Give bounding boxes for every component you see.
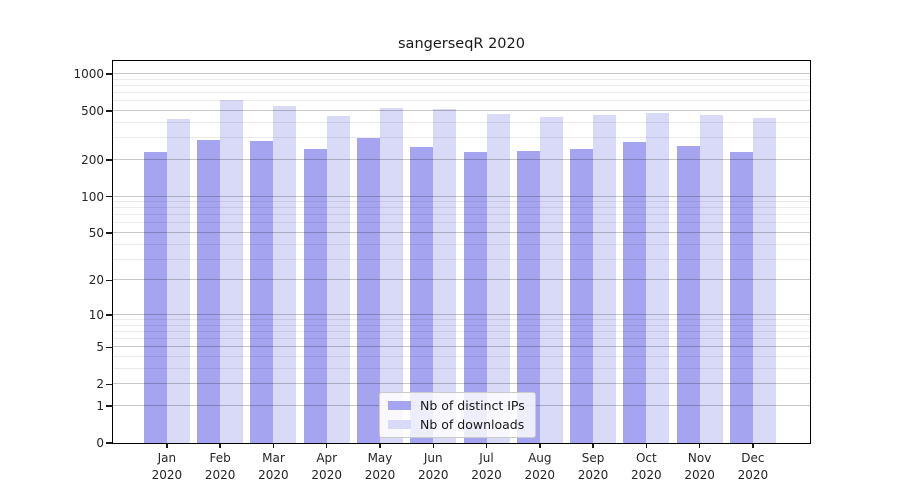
bar-downloads-feb [220, 100, 244, 443]
legend-item-downloads: Nb of downloads [388, 417, 525, 432]
ytick-label-1000: 1000 [73, 67, 104, 81]
xtick-mark-sep [592, 443, 594, 448]
bar-downloads-jul [486, 114, 510, 443]
bar-ips-may [356, 138, 380, 443]
legend-label-downloads: Nb of downloads [420, 417, 525, 432]
ytick-mark-500 [106, 110, 113, 112]
bar-downloads-nov [699, 115, 723, 443]
bars-layer [113, 61, 810, 443]
bar-downloads-may [379, 108, 403, 443]
xtick-label-sep: Sep 2020 [577, 451, 609, 482]
bar-downloads-jan [166, 119, 190, 443]
xtick-mark-jun [432, 443, 434, 448]
legend-swatch-downloads [388, 420, 411, 429]
ytick-label-5: 5 [96, 340, 104, 355]
legend-item-distinct-ips: Nb of distinct IPs [388, 398, 525, 413]
xtick-mark-may [379, 443, 381, 448]
ytick-label-20: 20 [88, 273, 104, 288]
bar-ips-mar [250, 140, 274, 443]
ytick-mark-50 [106, 232, 113, 234]
ytick-mark-1000 [106, 73, 113, 75]
ytick-mark-100 [106, 195, 113, 198]
xtick-label-may: May 2020 [364, 451, 396, 482]
bar-ips-sep [570, 149, 594, 443]
bar-ips-aug [516, 151, 540, 443]
xtick-mark-dec [752, 443, 754, 448]
xtick-label-dec: Dec 2020 [737, 451, 769, 482]
bar-ips-apr [303, 149, 327, 443]
xtick-label-jul: Jul 2020 [471, 451, 502, 482]
xtick-label-jun: Jun 2020 [417, 451, 449, 482]
xtick-label-jan: Jan 2020 [151, 451, 183, 482]
xtick-label-apr: Apr 2020 [311, 451, 342, 482]
xtick-label-nov: Nov 2020 [684, 451, 715, 482]
ytick-mark-200 [106, 159, 113, 161]
bar-downloads-sep [593, 115, 617, 443]
ytick-label-2: 2 [96, 377, 104, 392]
xtick-label-mar: Mar 2020 [258, 451, 289, 482]
bar-downloads-apr [326, 116, 350, 443]
legend-label-distinct-ips: Nb of distinct IPs [420, 398, 525, 413]
legend: Nb of distinct IPs Nb of downloads [379, 392, 536, 438]
ytick-mark-20 [106, 279, 113, 282]
legend-swatch-distinct-ips [388, 401, 411, 410]
bar-ips-oct [623, 141, 647, 443]
ytick-mark-2 [106, 383, 113, 386]
bar-ips-jun [410, 146, 434, 443]
ytick-mark-10 [106, 314, 113, 316]
ytick-mark-0 [106, 442, 113, 444]
ytick-label-10: 10 [88, 307, 104, 322]
xtick-mark-feb [219, 443, 221, 448]
bar-downloads-mar [273, 105, 297, 443]
xtick-mark-jul [485, 443, 488, 448]
bar-ips-dec [729, 152, 753, 443]
bar-downloads-oct [646, 112, 670, 443]
xtick-mark-jan [166, 443, 168, 448]
xtick-label-oct: Oct 2020 [631, 451, 662, 482]
xtick-mark-aug [539, 443, 541, 448]
bar-downloads-dec [752, 117, 776, 443]
xtick-mark-mar [272, 443, 275, 448]
ytick-label-500: 500 [81, 103, 104, 118]
bar-ips-jul [463, 152, 487, 443]
bar-downloads-jun [433, 108, 457, 443]
xtick-mark-apr [325, 443, 328, 448]
xtick-mark-nov [698, 443, 701, 448]
bar-ips-nov [676, 146, 700, 443]
xtick-label-feb: Feb 2020 [204, 451, 236, 482]
xtick-label-aug: Aug 2020 [524, 451, 556, 482]
bar-downloads-aug [539, 116, 563, 443]
chart-title: sangerseqR 2020 [398, 36, 525, 52]
ytick-label-1: 1 [96, 398, 104, 413]
ytick-mark-1 [106, 405, 113, 407]
ytick-label-200: 200 [81, 152, 104, 167]
bar-ips-jan [143, 152, 167, 443]
bar-ips-feb [197, 140, 221, 443]
ytick-label-50: 50 [88, 226, 104, 240]
ytick-mark-5 [106, 346, 113, 349]
ytick-label-0: 0 [96, 436, 104, 450]
xtick-mark-oct [645, 443, 648, 448]
ytick-label-100: 100 [81, 189, 104, 204]
